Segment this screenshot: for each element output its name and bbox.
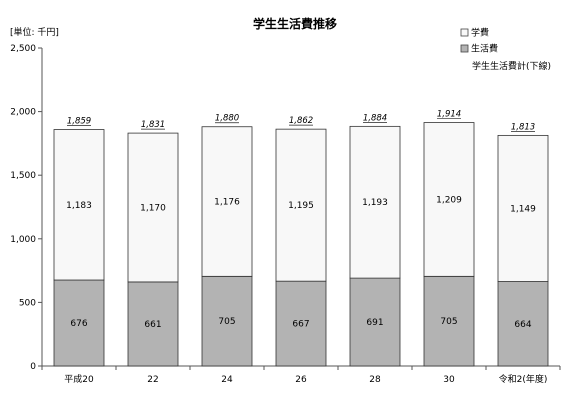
x-tick-label: 令和2(年度) (499, 373, 548, 385)
data-label-living: 691 (366, 318, 383, 328)
bar-living (201, 275, 253, 367)
y-tick-label: 0 (30, 362, 36, 372)
bar-living (497, 281, 549, 367)
x-tick-label: 26 (295, 375, 307, 385)
data-label-tuition: 1,176 (214, 198, 240, 208)
x-tick-label: 22 (147, 375, 158, 385)
bar-tuition (127, 132, 179, 283)
labels: 676 1,183 1,859 平成20 661 1,170 1,831 22 705 1,176… (64, 110, 547, 385)
legend-label-living: 生活費 (471, 43, 498, 55)
data-label-tuition: 1,195 (288, 201, 314, 211)
data-label-living: 664 (514, 320, 531, 330)
x-tick-label: 30 (443, 375, 455, 385)
y-tick-label: 1,500 (10, 171, 36, 181)
chart-title: 学生生活費推移 (253, 16, 337, 31)
total-label: 1,859 (67, 117, 91, 127)
bar-tuition (497, 134, 549, 282)
data-label-tuition: 1,170 (140, 204, 166, 214)
y-tick-label: 1,000 (10, 235, 36, 245)
bar-living (349, 277, 401, 367)
data-label-tuition: 1,183 (66, 201, 92, 211)
bars (53, 122, 549, 367)
total-label: 1,813 (511, 122, 535, 132)
total-label: 1,914 (437, 110, 461, 120)
data-label-living: 661 (144, 320, 161, 330)
bar-living (275, 280, 327, 367)
bar-tuition (53, 129, 105, 281)
x-tick-label: 平成20 (64, 373, 94, 385)
unit-label: [単位: 千円] (10, 26, 59, 38)
y-tick-label: 2,000 (10, 108, 36, 118)
total-label: 1,884 (363, 113, 387, 123)
data-label-living: 667 (292, 320, 309, 330)
bar-tuition (349, 125, 401, 279)
x-tick-label: 24 (221, 375, 233, 385)
bar-tuition (275, 128, 327, 282)
data-label-living: 676 (70, 319, 87, 329)
bar-tuition (201, 126, 253, 277)
legend-swatch-tuition (460, 28, 469, 37)
y-tick-label: 500 (19, 298, 36, 308)
bar-tuition (423, 122, 475, 277)
data-label-tuition: 1,193 (362, 198, 388, 208)
legend-label-tuition: 学費 (471, 27, 489, 39)
data-label-tuition: 1,209 (436, 195, 462, 205)
total-label: 1,862 (289, 116, 313, 126)
legend-label-total: 学生生活費計(下線) (472, 60, 551, 72)
legend-swatch-living (460, 44, 469, 53)
y-tick-label: 2,500 (10, 44, 36, 54)
data-label-living: 705 (218, 317, 235, 327)
total-label: 1,831 (141, 120, 165, 130)
total-label: 1,880 (215, 114, 239, 124)
data-label-tuition: 1,149 (510, 204, 536, 214)
bar-living (423, 275, 475, 367)
x-tick-label: 28 (369, 375, 381, 385)
legend: 学費 生活費 学生生活費計(下線) (460, 27, 551, 72)
data-label-living: 705 (440, 317, 457, 327)
